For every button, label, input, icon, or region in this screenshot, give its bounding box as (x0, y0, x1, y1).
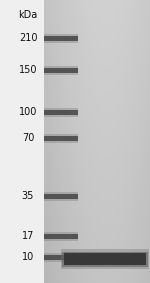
Bar (44, 110, 78, 115)
Bar (44, 134, 78, 143)
Bar (44, 194, 78, 198)
Bar (44, 233, 78, 239)
Text: 210: 210 (19, 33, 37, 43)
Text: 100: 100 (19, 107, 37, 117)
Bar (44, 108, 78, 117)
Text: 150: 150 (19, 65, 37, 75)
Bar (62, 252, 148, 267)
Bar (44, 65, 78, 74)
Bar (44, 252, 78, 261)
Bar (64, 253, 146, 265)
Bar (44, 254, 78, 260)
Text: kDa: kDa (18, 10, 38, 20)
Bar (44, 35, 78, 40)
Text: 35: 35 (22, 191, 34, 201)
Text: 17: 17 (22, 231, 34, 241)
Text: 10: 10 (22, 252, 34, 262)
Bar (44, 33, 78, 42)
Bar (44, 136, 78, 140)
Bar (61, 249, 149, 269)
Text: 70: 70 (22, 133, 34, 143)
Bar (44, 68, 78, 72)
Bar (44, 192, 78, 200)
Bar (44, 231, 78, 241)
